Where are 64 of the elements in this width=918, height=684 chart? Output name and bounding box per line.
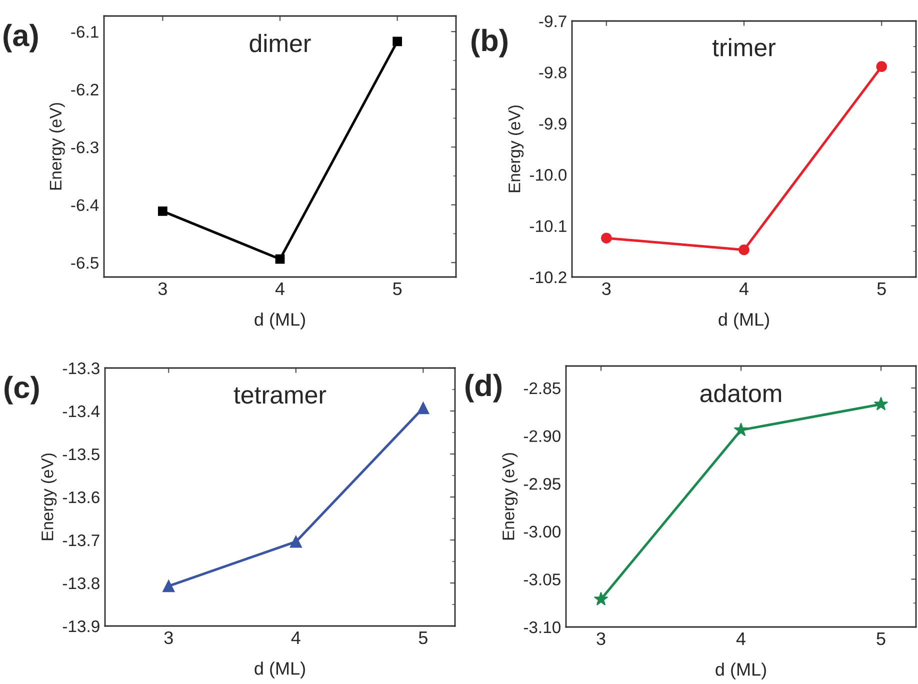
y-tick-label: -13.3: [62, 362, 100, 374]
x-tick-label: 4: [275, 282, 284, 295]
text: trimer: [712, 38, 776, 56]
y-tick-label: -10.1: [530, 220, 566, 232]
x-axis-title: d (ML): [254, 662, 305, 678]
y-tick-label: -6.5: [71, 256, 98, 269]
x-tick-label: 5: [418, 632, 428, 644]
x-tick-label: 3: [158, 282, 167, 296]
text: (a): [4, 24, 38, 52]
point: [876, 61, 887, 72]
x-tick-label: 3: [596, 632, 606, 646]
y-tick-label: -6.2: [71, 84, 98, 96]
x-tick-label: 4: [291, 632, 300, 644]
y-axis-title: Energy (eV): [502, 453, 518, 540]
y-axis-title: Energy (eV): [49, 103, 65, 190]
point: [874, 396, 888, 410]
x-axis-title: d (ML): [254, 312, 305, 330]
y-tick-label: -2.90: [524, 430, 560, 442]
y-axis-title: Energy (eV): [508, 106, 524, 192]
y-tick-label: -9.9: [539, 118, 566, 130]
y-tick-label: -2.95: [524, 478, 560, 490]
y-tick-label: -3.05: [524, 574, 560, 586]
y-tick-label: -6.4: [71, 199, 99, 212]
y-tick-label: -13.6: [62, 491, 100, 504]
x-tick-label: 5: [876, 632, 886, 646]
y-tick-label: -6.1: [71, 26, 98, 38]
x-tick-label: 5: [393, 282, 402, 296]
y-tick-label: -3.00: [524, 526, 560, 538]
text: tetramer: [234, 387, 326, 404]
y-axis-title: Energy (eV): [41, 454, 57, 540]
x-axis-title: d (ML): [718, 312, 769, 330]
x-tick-label: 4: [736, 632, 746, 645]
y-tick-label: -6.3: [71, 141, 98, 154]
text: (d): [466, 374, 502, 402]
y-tick-label: -13.4: [62, 405, 100, 418]
y-tick-label: -10.0: [530, 169, 566, 181]
y-tick-label: -13.7: [62, 534, 100, 546]
y-tick-label: -13.8: [62, 577, 100, 590]
point: [275, 254, 285, 264]
point: [417, 402, 430, 414]
y-tick-label: -13.5: [62, 448, 100, 460]
x-axis-title: d (ML): [716, 662, 766, 680]
y-tick-label: -9.8: [539, 66, 566, 78]
x-tick-label: 5: [877, 282, 886, 296]
text: (c): [4, 376, 39, 404]
point: [392, 36, 402, 46]
text: adatom: [700, 384, 782, 402]
point: [734, 422, 748, 436]
x-tick-label: 4: [739, 282, 748, 295]
y-tick-label: -9.7: [539, 15, 566, 28]
point: [738, 244, 750, 256]
y-tick-label: -10.2: [530, 271, 566, 284]
point: [601, 232, 612, 244]
text: (b): [472, 28, 508, 58]
point: [162, 580, 175, 592]
y-tick-label: -2.85: [524, 382, 560, 394]
x-tick-label: 3: [602, 282, 611, 296]
y-tick-label: -13.9: [62, 620, 100, 632]
text: dimer: [250, 34, 311, 52]
point: [594, 592, 608, 606]
x-tick-label: 3: [164, 631, 173, 644]
point: [290, 536, 302, 548]
y-tick-label: -3.10: [524, 621, 560, 634]
point: [158, 206, 168, 216]
